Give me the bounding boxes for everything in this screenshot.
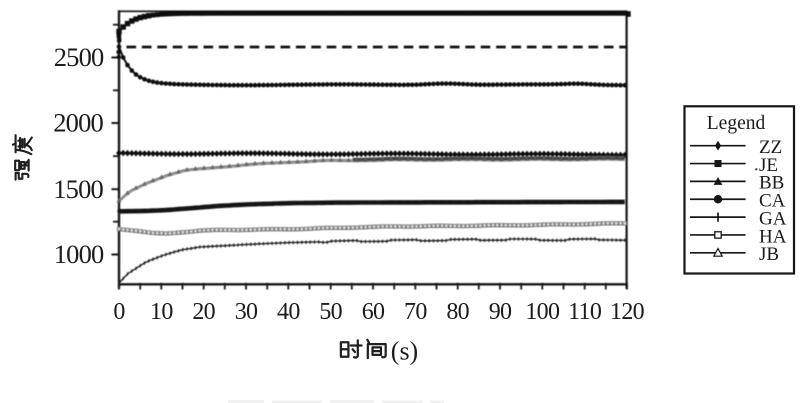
svg-text:(s): (s) bbox=[391, 337, 418, 366]
svg-text:110: 110 bbox=[568, 299, 602, 325]
svg-text:ZZ: ZZ bbox=[759, 137, 782, 158]
svg-text:40: 40 bbox=[277, 299, 300, 325]
svg-text:10: 10 bbox=[150, 299, 173, 325]
svg-text:120: 120 bbox=[610, 299, 645, 325]
svg-text:90: 90 bbox=[489, 299, 512, 325]
svg-text:80: 80 bbox=[446, 299, 469, 325]
svg-text:70: 70 bbox=[404, 299, 427, 325]
svg-text:CA: CA bbox=[759, 191, 786, 212]
svg-text:HA: HA bbox=[759, 226, 787, 247]
svg-text:100: 100 bbox=[525, 299, 560, 325]
svg-text:60: 60 bbox=[362, 299, 385, 325]
svg-text:20: 20 bbox=[192, 299, 215, 325]
svg-text:BB: BB bbox=[759, 173, 784, 194]
svg-text:JB: JB bbox=[759, 244, 779, 265]
svg-text:50: 50 bbox=[319, 299, 342, 325]
svg-text:1500: 1500 bbox=[53, 174, 103, 204]
svg-text:2500: 2500 bbox=[54, 42, 104, 72]
svg-text:JE: JE bbox=[759, 155, 778, 176]
svg-text:Legend: Legend bbox=[707, 113, 766, 134]
svg-text:30: 30 bbox=[235, 299, 258, 325]
svg-text:0: 0 bbox=[113, 299, 125, 325]
svg-text:2000: 2000 bbox=[53, 108, 103, 138]
svg-text:1000: 1000 bbox=[54, 239, 104, 269]
svg-text:GA: GA bbox=[759, 208, 787, 229]
